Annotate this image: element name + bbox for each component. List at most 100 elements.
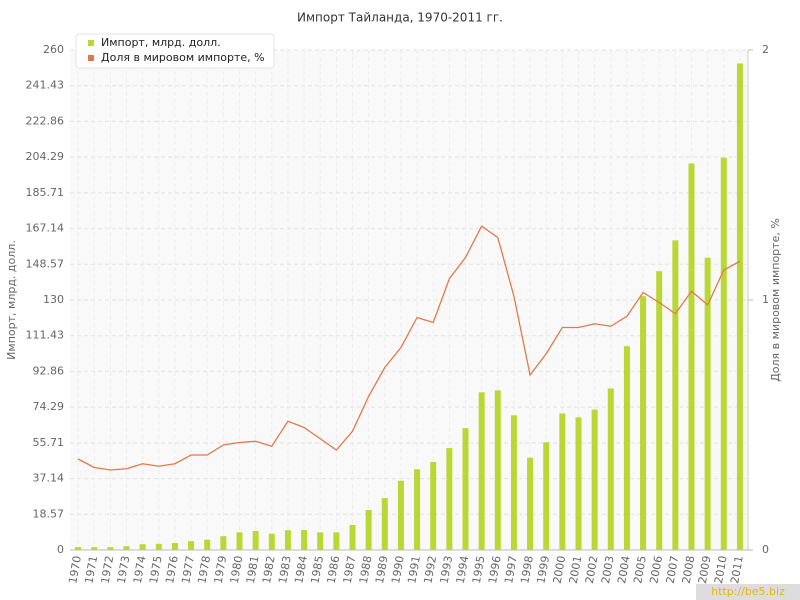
bar — [607, 388, 614, 550]
bar — [559, 413, 566, 550]
x-tick-label: 1994 — [454, 555, 472, 585]
x-tick-label: 1971 — [82, 555, 100, 585]
bar — [333, 532, 340, 550]
x-tick-label: 1997 — [502, 555, 520, 585]
bar — [349, 525, 356, 550]
bar — [75, 547, 82, 550]
bar — [478, 392, 485, 550]
bar — [430, 461, 437, 550]
x-tick-label: 1995 — [470, 555, 488, 585]
y-tick-label: 0 — [57, 543, 64, 556]
x-tick-label: 2009 — [696, 555, 714, 585]
y-tick-label: 111.43 — [26, 329, 65, 342]
x-tick-label: 1972 — [99, 555, 117, 585]
x-tick-label: 1989 — [373, 555, 391, 585]
x-tick-label: 2010 — [712, 555, 730, 585]
x-tick-label: 1976 — [163, 555, 181, 585]
line — [77, 225, 741, 471]
x-tick-label: 1983 — [276, 555, 294, 585]
x-tick-label: 2000 — [551, 555, 569, 585]
bar — [591, 409, 598, 550]
x-tick-label: 2002 — [583, 555, 601, 585]
y-tick-label: 222.86 — [26, 114, 65, 127]
legend-swatch — [88, 55, 94, 61]
legend-label: Импорт, млрд. долл. — [101, 36, 221, 49]
bar — [107, 547, 114, 550]
y-tick-label: 260 — [43, 43, 64, 56]
x-tick-label: 1981 — [244, 555, 262, 585]
bar — [91, 547, 98, 550]
x-tick-label: 1984 — [292, 555, 310, 585]
x-tick-label: 1978 — [195, 555, 213, 585]
x-tick-label: 1998 — [518, 555, 536, 585]
x-tick-label: 2006 — [647, 555, 665, 585]
x-tick-label: 1970 — [66, 555, 84, 585]
bar — [510, 415, 517, 550]
bar — [317, 532, 324, 550]
bar — [139, 544, 146, 550]
y2-tick-label: 1 — [762, 293, 769, 306]
x-tick-label: 2005 — [631, 555, 649, 585]
bar — [414, 469, 421, 550]
bar — [171, 543, 178, 550]
bar — [543, 442, 550, 550]
bar — [397, 480, 404, 550]
bar — [672, 240, 679, 550]
chart-title: Импорт Тайланда, 1970-2011 гг. — [297, 11, 503, 25]
bar — [252, 530, 259, 550]
x-tick-label: 1975 — [147, 555, 165, 585]
bar — [656, 271, 663, 550]
x-tick-label: 1999 — [534, 555, 552, 585]
y-tick-label: 92.86 — [33, 364, 65, 377]
bar — [720, 157, 727, 550]
bar — [688, 163, 695, 550]
legend-swatch — [88, 40, 94, 46]
bar — [301, 530, 308, 550]
x-tick-label: 1977 — [179, 555, 197, 585]
y-tick-label: 37.14 — [33, 472, 65, 485]
bar — [527, 457, 534, 550]
bar — [462, 428, 469, 550]
bar — [623, 346, 630, 550]
y-tick-label: 18.57 — [33, 507, 65, 520]
x-tick-label: 1992 — [421, 555, 439, 585]
bar — [494, 390, 501, 550]
x-tick-label: 1990 — [389, 555, 407, 585]
x-tick-label: 2011 — [728, 555, 746, 585]
bar — [236, 532, 243, 550]
x-tick-label: 2007 — [664, 555, 682, 585]
x-tick-label: 1993 — [438, 555, 456, 585]
y-tick-label: 74.29 — [33, 400, 65, 413]
x-tick-label: 1985 — [308, 555, 326, 585]
x-tick-label: 1979 — [212, 555, 230, 585]
bar — [155, 543, 162, 550]
x-tick-label: 1988 — [357, 555, 375, 585]
x-tick-label: 1996 — [486, 555, 504, 585]
legend — [75, 33, 275, 69]
x-tick-label: 1973 — [115, 555, 133, 585]
x-tick-label: 2004 — [615, 555, 633, 585]
x-tick-label: 1974 — [131, 555, 149, 585]
bar — [381, 498, 388, 550]
bar — [268, 533, 275, 550]
y2-tick-label: 0 — [762, 543, 769, 556]
y-tick-label: 55.71 — [33, 436, 65, 449]
y-tick-label: 241.43 — [26, 79, 65, 92]
x-tick-label: 2001 — [567, 555, 585, 585]
legend-label: Доля в мировом импорте, % — [101, 51, 265, 64]
bar — [736, 63, 743, 550]
bar — [188, 541, 195, 550]
y-tick-label: 167.14 — [26, 222, 65, 235]
bar — [704, 257, 711, 550]
x-tick-label: 1991 — [405, 555, 423, 585]
y2-axis-label: Доля в мировом импорте, % — [769, 218, 782, 382]
bar — [575, 417, 582, 550]
watermark: http://be5.biz — [711, 585, 785, 598]
x-tick-label: 1982 — [260, 555, 278, 585]
y-tick-label: 148.57 — [26, 257, 65, 270]
bar — [365, 510, 372, 550]
bar — [220, 536, 227, 550]
y-tick-label: 185.71 — [26, 186, 65, 199]
y-tick-label: 204.29 — [26, 150, 65, 163]
